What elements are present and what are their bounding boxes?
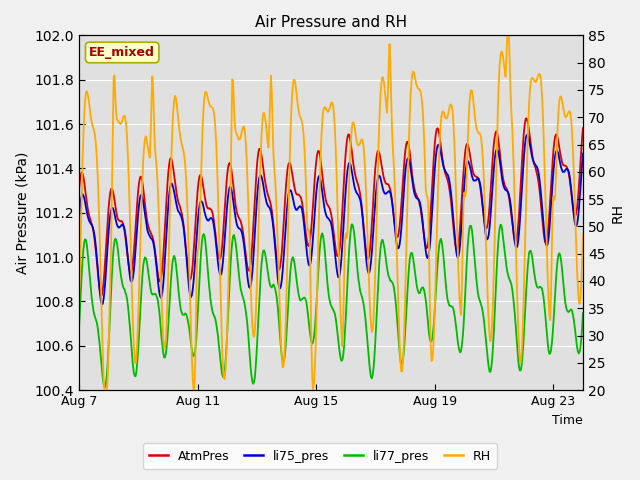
Y-axis label: RH: RH (611, 203, 625, 223)
RH (373, 206, 381, 212)
AtmPres (205, 205, 213, 211)
Legend: AtmPres, li75_pres, li77_pres, RH: AtmPres, li75_pres, li77_pres, RH (143, 444, 497, 469)
Line: li77_pres: li77_pres (79, 225, 583, 387)
li77_pres (76, 322, 83, 328)
li75_pres (76, 214, 83, 220)
AtmPres (76, 186, 83, 192)
li75_pres (413, 195, 420, 201)
Line: RH: RH (79, 36, 583, 390)
Text: EE_mixed: EE_mixed (89, 46, 155, 59)
li75_pres (373, 181, 381, 187)
li77_pres (374, 288, 381, 294)
RH (165, 236, 173, 242)
RH (456, 291, 463, 297)
li77_pres (456, 349, 464, 355)
RH (579, 231, 587, 237)
li75_pres (304, 258, 312, 264)
li77_pres (348, 222, 355, 228)
li77_pres (101, 384, 109, 390)
Title: Air Pressure and RH: Air Pressure and RH (255, 15, 407, 30)
li77_pres (579, 310, 587, 316)
RH (100, 387, 108, 393)
li77_pres (304, 312, 312, 317)
AtmPres (579, 125, 587, 131)
AtmPres (97, 292, 105, 298)
RH (304, 228, 312, 233)
li75_pres (579, 151, 587, 156)
li75_pres (205, 216, 213, 222)
AtmPres (373, 151, 381, 157)
X-axis label: Time: Time (552, 414, 583, 427)
AtmPres (523, 116, 531, 121)
Y-axis label: Air Pressure (kPa): Air Pressure (kPa) (15, 152, 29, 274)
li75_pres (98, 301, 106, 307)
RH (504, 33, 511, 38)
RH (76, 298, 83, 304)
li77_pres (413, 286, 421, 291)
AtmPres (456, 233, 463, 239)
li77_pres (165, 307, 173, 313)
Line: AtmPres: AtmPres (79, 119, 583, 295)
li75_pres (165, 192, 173, 198)
li77_pres (205, 287, 213, 293)
AtmPres (165, 161, 173, 167)
Line: li75_pres: li75_pres (79, 135, 583, 304)
RH (413, 82, 420, 87)
li75_pres (524, 132, 531, 138)
RH (205, 102, 213, 108)
AtmPres (413, 192, 420, 198)
li75_pres (456, 249, 463, 255)
AtmPres (304, 242, 312, 248)
